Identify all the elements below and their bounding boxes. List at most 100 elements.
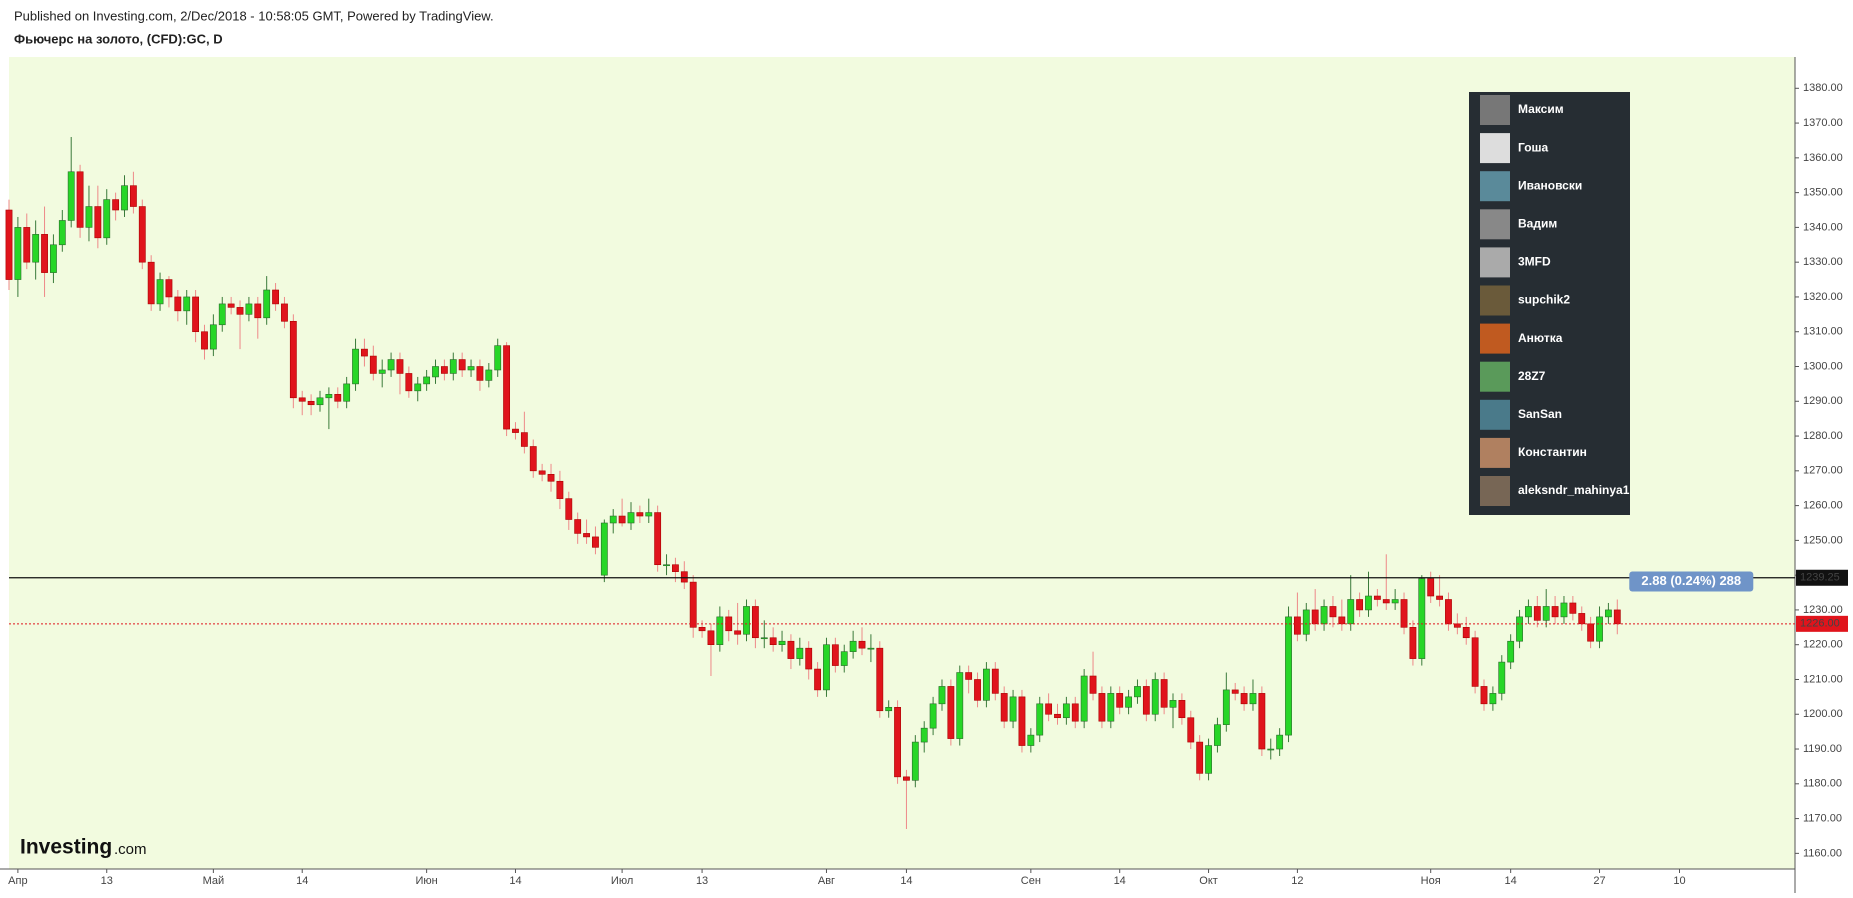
candle-body — [609, 515, 617, 524]
candle-body — [1080, 675, 1088, 722]
candle-body — [112, 199, 120, 211]
candle-body — [14, 227, 22, 280]
candle-body — [1382, 599, 1390, 604]
candle-body — [983, 668, 990, 701]
candles — [5, 136, 1621, 830]
candle-body — [1507, 640, 1515, 663]
candle-body — [1027, 734, 1035, 746]
candle-body — [920, 727, 928, 743]
candle-body — [1542, 606, 1550, 621]
candle-body — [929, 703, 937, 729]
candle-body — [201, 331, 208, 350]
candle-body — [707, 630, 715, 646]
candle-body — [1267, 748, 1275, 751]
y-tick-label: 1270.00 — [1803, 465, 1843, 477]
candle-body — [1338, 616, 1346, 625]
candle-body — [1551, 606, 1559, 618]
candle-body — [1391, 599, 1399, 604]
candle-body — [281, 303, 288, 322]
candle-body — [236, 307, 244, 315]
candle-body — [1285, 616, 1292, 736]
user-avatar — [1480, 437, 1510, 468]
candle-body — [334, 394, 342, 402]
candle-body — [538, 470, 546, 475]
user-list: Максим Гоша Ивановски Вадим 3MFD supchik2 Анют… — [1480, 95, 1630, 506]
candle-body — [876, 647, 884, 712]
candle-body — [1071, 703, 1079, 722]
user-name: Вадим — [1518, 216, 1557, 230]
y-tick-label: 1280.00 — [1803, 430, 1843, 442]
candle-body — [654, 512, 662, 566]
user-avatar — [1480, 133, 1510, 164]
y-tick-label: 1320.00 — [1803, 291, 1843, 303]
y-tick-label: 1300.00 — [1803, 360, 1843, 372]
candle-body — [94, 206, 102, 239]
x-tick-label: Май — [203, 875, 225, 887]
candle-body — [903, 776, 910, 781]
x-tick-label: Июл — [611, 875, 633, 887]
candle-body — [67, 171, 75, 221]
candle-body — [1000, 693, 1008, 722]
y-tick-label: 1290.00 — [1803, 395, 1843, 407]
x-tick-label: Авг — [818, 875, 835, 887]
x-tick-label: 14 — [1505, 875, 1517, 887]
user-name: Анютка — [1518, 331, 1563, 345]
user-avatar — [1480, 247, 1510, 278]
user-avatar — [1480, 399, 1510, 430]
candle-body — [1169, 700, 1177, 708]
x-tick-label: 10 — [1673, 875, 1685, 887]
y-tick-label: 1330.00 — [1803, 256, 1843, 268]
candle-body — [1525, 606, 1532, 618]
candle-body — [440, 366, 448, 374]
candle-body — [1596, 616, 1603, 642]
candle-body — [307, 400, 315, 406]
candle-body — [894, 706, 901, 778]
candle-body — [76, 171, 84, 228]
candle-body — [467, 366, 475, 371]
user-name: 3MFD — [1518, 255, 1551, 269]
candle-body — [751, 606, 759, 639]
x-tick-label: Ноя — [1421, 875, 1441, 887]
y-tick-label: 1310.00 — [1803, 326, 1843, 338]
user-name: Константин — [1518, 445, 1587, 459]
candle-body — [1054, 713, 1061, 719]
candle-body — [272, 289, 279, 305]
y-tick-label: 1220.00 — [1803, 639, 1843, 651]
candle-body — [316, 397, 324, 406]
candle-body — [1560, 602, 1568, 618]
candle-body — [1205, 745, 1212, 774]
candle-body — [1134, 686, 1141, 698]
candle-body — [1116, 693, 1124, 708]
candle-body — [1400, 599, 1408, 628]
candle-body — [58, 220, 66, 246]
y-tick-label: 1230.00 — [1803, 604, 1843, 616]
user-name: 28Z7 — [1518, 369, 1546, 383]
y-tick-label: 1170.00 — [1803, 812, 1842, 824]
candle-body — [565, 498, 573, 520]
candle-body — [645, 512, 653, 517]
candle-body — [574, 519, 582, 534]
candle-body — [618, 515, 626, 524]
candle-body — [1293, 616, 1301, 635]
candle-body — [716, 616, 724, 646]
candle-body — [298, 397, 306, 402]
y-tick-label: 1210.00 — [1803, 673, 1843, 685]
x-tick-label: 12 — [1291, 875, 1303, 887]
candle-body — [1578, 613, 1586, 625]
candle-body — [1569, 602, 1577, 614]
candle-body — [805, 647, 813, 670]
candle-body — [41, 234, 48, 273]
published-line: Published on Investing.com, 2/Dec/2018 -… — [14, 8, 494, 23]
candle-body — [414, 383, 422, 392]
x-tick-label: 14 — [1114, 875, 1126, 887]
candle-body — [512, 428, 519, 433]
candle-body — [1427, 578, 1435, 597]
x-tick-label: 14 — [296, 875, 308, 887]
candle-body — [1187, 717, 1195, 743]
candle-body — [1178, 700, 1186, 719]
candle-body — [23, 227, 31, 263]
candle-body — [1036, 703, 1044, 736]
candle-body — [1160, 679, 1168, 708]
candle-body — [974, 679, 981, 701]
price-label: 1239.25 — [1800, 572, 1840, 584]
